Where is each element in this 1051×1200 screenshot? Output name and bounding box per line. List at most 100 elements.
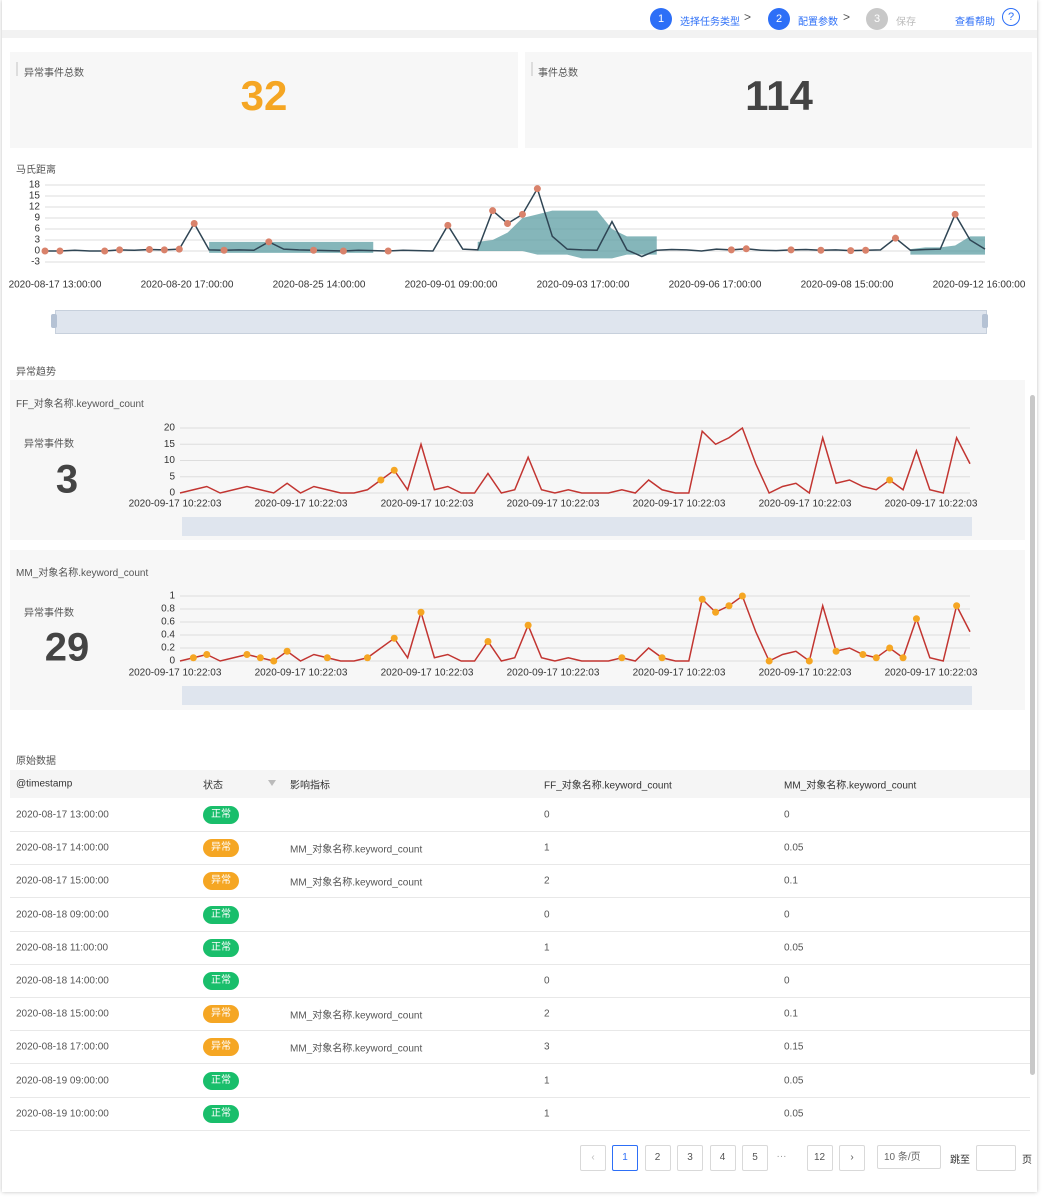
x-tick-label: 2020-09-17 10:22:03 [381, 668, 474, 679]
stat-label: 事件总数 [538, 68, 578, 79]
table-cell: 2020-08-18 11:00:00 [16, 942, 109, 954]
anomaly-point [805, 657, 813, 665]
anomaly-point [390, 634, 398, 642]
y-tick-label: 20 [164, 423, 176, 434]
anomaly-point [270, 657, 278, 665]
status-badge: 正常 [203, 938, 239, 957]
table-cell: 0.05 [784, 942, 804, 954]
anomaly-point [417, 608, 425, 616]
next-button[interactable]: › [839, 1145, 865, 1171]
page-button[interactable]: 12 [806, 1145, 833, 1171]
step-number: 1 [650, 8, 672, 30]
table-cell: 1 [544, 842, 550, 854]
panel-title: MM_对象名称.keyword_count [16, 568, 149, 579]
y-tick-label: 12 [29, 202, 41, 213]
table-cell: 2 [544, 875, 550, 887]
status-badge: 正常 [203, 1071, 239, 1090]
row-divider [10, 897, 1030, 899]
page-button[interactable]: 1 [612, 1145, 638, 1171]
jump-label: 跳至 [950, 1155, 970, 1166]
row-divider [10, 1129, 1030, 1131]
step-label: 配置参数 [798, 17, 838, 28]
row-divider [10, 1063, 1030, 1065]
y-tick-label: 0 [34, 246, 40, 257]
x-tick-label: 2020-09-17 10:22:03 [633, 668, 726, 679]
anomaly-point [524, 621, 532, 629]
y-tick-label: 6 [34, 224, 40, 235]
anomaly-point [618, 654, 626, 662]
column-header: FF_对象名称.keyword_count [544, 780, 672, 792]
card-marker [531, 62, 533, 76]
x-tick-label: 2020-09-17 10:22:03 [507, 499, 600, 510]
y-tick-label: 0.2 [161, 643, 175, 654]
table-cell: 0 [784, 909, 790, 921]
slider-handle[interactable] [51, 314, 57, 328]
anomaly-point [220, 246, 228, 254]
anomaly-point [698, 595, 706, 603]
x-tick-label: 2020-09-17 10:22:03 [507, 668, 600, 679]
table-cell: 2 [544, 1008, 550, 1020]
filter-icon[interactable] [268, 780, 276, 786]
page-size-select[interactable]: 10 条/页 [877, 1145, 941, 1169]
column-header: @timestamp [16, 778, 73, 790]
x-tick-label: 2020-09-17 10:22:03 [255, 668, 348, 679]
x-tick-label: 2020-09-12 16:00:00 [933, 280, 1026, 291]
y-tick-label: 0 [169, 488, 175, 499]
anomaly-point [116, 246, 124, 254]
anomaly-point [484, 638, 492, 645]
anomaly-point [339, 247, 347, 255]
row-divider [10, 963, 1030, 965]
anomaly-point [886, 644, 894, 652]
x-tick-label: 2020-09-17 10:22:03 [885, 668, 978, 679]
row-divider [10, 1030, 1030, 1032]
y-tick-label: 15 [29, 191, 41, 202]
column-header: 影响指标 [290, 780, 330, 792]
x-tick-label: 2020-09-17 10:22:03 [381, 499, 474, 510]
section-title: 原始数据 [16, 756, 56, 767]
card-marker [16, 62, 18, 76]
y-tick-label: 10 [164, 455, 176, 466]
scrollbar[interactable] [1030, 395, 1035, 1075]
page-button[interactable]: 2 [644, 1145, 671, 1171]
zoom-slider[interactable] [182, 686, 972, 705]
table-cell: 2020-08-17 13:00:00 [16, 809, 109, 821]
zoom-slider[interactable] [182, 517, 972, 536]
table-cell: 1 [544, 1108, 550, 1120]
page-button[interactable]: 3 [677, 1145, 703, 1171]
anomaly-point [203, 651, 211, 658]
help-link[interactable]: 查看帮助 [955, 17, 995, 28]
page-button[interactable]: 4 [709, 1145, 736, 1171]
anomaly-point [859, 651, 867, 658]
anomaly-point [738, 592, 746, 600]
anomaly-point [390, 466, 398, 474]
table-cell: 0.05 [784, 1108, 804, 1120]
table-cell: 0.1 [784, 875, 798, 887]
table-cell: 3 [544, 1041, 550, 1053]
anomaly-point [899, 654, 907, 662]
y-tick-label: 1 [169, 591, 175, 602]
slider-handle[interactable] [982, 314, 988, 328]
ellipsis: ··· [776, 1151, 787, 1162]
status-badge: 正常 [203, 972, 239, 990]
help-icon[interactable]: ? [1002, 8, 1020, 26]
jump-input[interactable] [976, 1145, 1016, 1171]
zoom-slider[interactable] [55, 310, 987, 334]
x-tick-label: 2020-09-08 15:00:00 [801, 280, 894, 291]
page-button[interactable]: 5 [742, 1145, 768, 1171]
row-divider [10, 1096, 1030, 1098]
anomaly-point [145, 246, 153, 254]
row-divider [10, 831, 1030, 832]
count-value: 3 [55, 457, 79, 502]
anomaly-point [742, 245, 750, 253]
anomaly-point [765, 657, 773, 665]
y-tick-label: -3 [31, 257, 40, 268]
prev-button[interactable]: ‹ [580, 1145, 606, 1171]
table-cell: 2020-08-19 09:00:00 [16, 1075, 109, 1087]
y-tick-label: 5 [169, 471, 175, 482]
stat-label: 异常事件总数 [24, 68, 84, 79]
table-cell: 2020-08-18 14:00:00 [16, 975, 109, 987]
anomaly-point [384, 247, 392, 255]
y-tick-label: 0.8 [161, 604, 175, 615]
anomaly-point [175, 245, 183, 253]
table-cell: 2020-08-18 09:00:00 [16, 909, 109, 921]
